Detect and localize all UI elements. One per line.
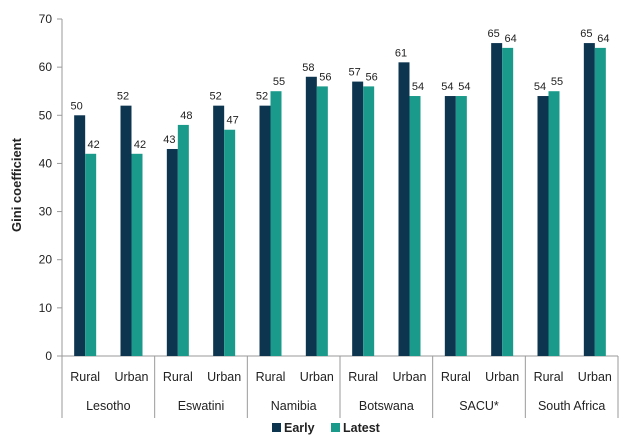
- x-category-label: Urban: [485, 370, 519, 384]
- bar-latest: [363, 86, 375, 357]
- x-category-label: Urban: [392, 370, 426, 384]
- data-label: 57: [349, 67, 361, 79]
- bar-latest: [85, 153, 97, 356]
- legend-label-early: Early: [284, 421, 315, 435]
- data-label: 54: [412, 81, 424, 93]
- x-group-label: Eswatini: [178, 399, 225, 413]
- bar-latest: [131, 153, 143, 356]
- data-label: 52: [256, 91, 268, 103]
- x-group-label: Botswana: [359, 399, 414, 413]
- bar-early: [213, 105, 225, 357]
- y-tick-label: 0: [45, 349, 52, 363]
- data-label: 55: [551, 76, 563, 88]
- x-category-label: Rural: [163, 370, 193, 384]
- bar-latest: [455, 96, 467, 357]
- y-tick-label: 40: [39, 156, 53, 170]
- bar-latest: [270, 91, 282, 356]
- data-label: 56: [366, 71, 378, 83]
- bar-latest: [502, 47, 514, 357]
- data-label: 42: [134, 139, 146, 151]
- legend-swatch-latest: [331, 423, 340, 432]
- x-category-label: Urban: [207, 370, 241, 384]
- data-label: 52: [210, 91, 222, 103]
- bar-early: [120, 105, 132, 357]
- bar-early: [444, 96, 456, 357]
- data-label: 42: [88, 139, 100, 151]
- bar-early: [491, 43, 503, 356]
- y-axis-title: Gini coefficient: [9, 137, 24, 232]
- bar-early: [305, 76, 317, 357]
- bar-latest: [548, 91, 560, 356]
- y-tick-label: 10: [39, 301, 53, 315]
- x-category-label: Rural: [348, 370, 378, 384]
- legend-label-latest: Latest: [343, 421, 381, 435]
- x-group-label: South Africa: [538, 399, 605, 413]
- x-category-label: Rural: [441, 370, 471, 384]
- x-category-label: Urban: [300, 370, 334, 384]
- data-label: 56: [319, 71, 331, 83]
- x-category-label: Rural: [256, 370, 286, 384]
- x-category-label: Urban: [578, 370, 612, 384]
- x-category-label: Rural: [534, 370, 564, 384]
- bar-early: [537, 96, 549, 357]
- y-tick-label: 50: [39, 108, 53, 122]
- x-category-label: Urban: [114, 370, 148, 384]
- data-label: 54: [534, 81, 546, 93]
- data-label: 61: [395, 47, 407, 59]
- data-label: 52: [117, 91, 129, 103]
- bar-early: [352, 81, 364, 356]
- x-category-label: Rural: [70, 370, 100, 384]
- bar-early: [259, 105, 271, 357]
- x-group-label: Lesotho: [86, 399, 131, 413]
- data-label: 64: [597, 33, 609, 45]
- data-label: 54: [441, 81, 453, 93]
- legend-swatch-early: [272, 423, 281, 432]
- data-label: 48: [180, 110, 192, 122]
- bar-early: [398, 62, 410, 356]
- bar-latest: [594, 47, 606, 357]
- bar-early: [74, 115, 86, 357]
- y-tick-label: 60: [39, 60, 53, 74]
- y-tick-label: 70: [39, 12, 53, 26]
- data-label: 64: [505, 33, 517, 45]
- bar-early: [166, 148, 178, 356]
- data-label: 47: [227, 115, 239, 127]
- data-label: 58: [302, 62, 314, 74]
- data-label: 55: [273, 76, 285, 88]
- bar-latest: [316, 86, 328, 357]
- bar-latest: [409, 96, 421, 357]
- x-group-label: Namibia: [271, 399, 317, 413]
- y-tick-label: 30: [39, 205, 53, 219]
- data-label: 65: [580, 28, 592, 40]
- bar-latest: [224, 129, 236, 356]
- data-label: 54: [458, 81, 470, 93]
- y-tick-label: 20: [39, 253, 53, 267]
- data-label: 50: [71, 100, 83, 112]
- bar-latest: [177, 124, 189, 357]
- data-label: 43: [163, 134, 175, 146]
- bar-early: [583, 43, 595, 356]
- data-label: 65: [488, 28, 500, 40]
- x-group-label: SACU*: [459, 399, 499, 413]
